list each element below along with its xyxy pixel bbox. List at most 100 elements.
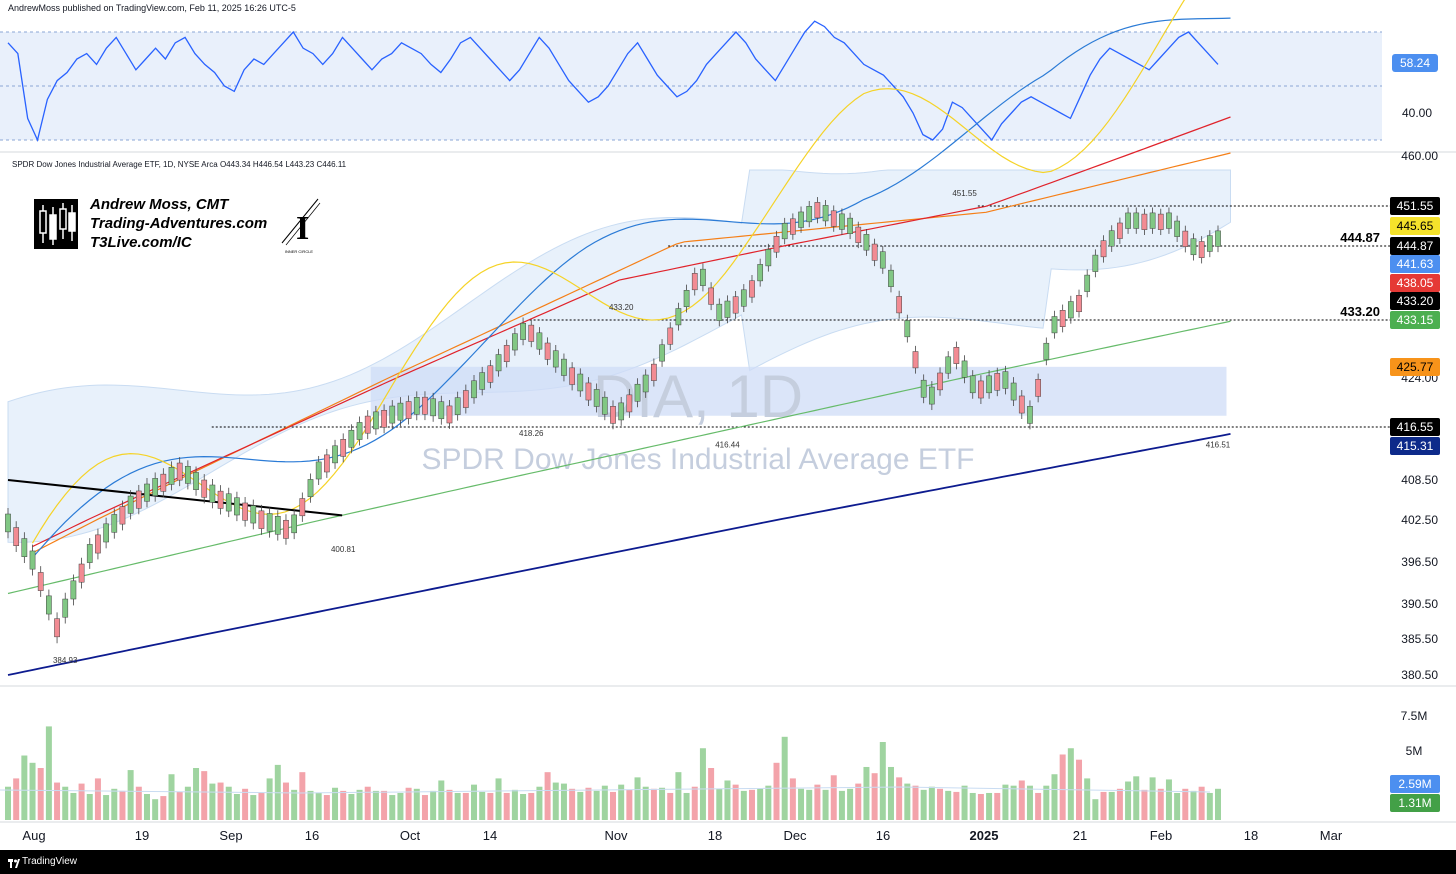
- candle: [364, 410, 371, 440]
- level-label: 444.87: [1340, 230, 1380, 245]
- candle: [618, 396, 625, 426]
- candle: [446, 399, 453, 429]
- candle: [1117, 217, 1123, 244]
- candles: [5, 197, 1221, 644]
- candle: [389, 400, 396, 430]
- volume-bar: [299, 772, 306, 820]
- price-tick-label: 380.50: [1401, 668, 1438, 682]
- candle-body: [389, 405, 396, 424]
- candle: [381, 404, 387, 434]
- time-tick-label: Feb: [1150, 828, 1172, 843]
- candle: [1035, 373, 1041, 403]
- candle-body: [127, 495, 134, 514]
- candle-body: [1125, 212, 1131, 229]
- candle: [822, 200, 829, 227]
- candle: [356, 416, 363, 446]
- candle: [1043, 337, 1050, 366]
- volume-bar: [135, 786, 142, 820]
- candle-body: [830, 210, 837, 227]
- trendline: [7, 479, 343, 517]
- candle: [258, 504, 265, 535]
- candle-body: [601, 396, 608, 415]
- candle-body: [618, 402, 625, 421]
- candle: [561, 353, 567, 382]
- publish-header: AndrewMoss published on TradingView.com,…: [8, 3, 296, 13]
- candle-body: [70, 580, 77, 600]
- candle-body: [258, 510, 265, 529]
- volume-tick-label: 7.5M: [1401, 709, 1428, 723]
- volume-bar: [1174, 792, 1181, 820]
- candle-body: [21, 538, 28, 557]
- candle: [78, 557, 85, 589]
- volume-bar: [193, 768, 200, 820]
- price-pane: SPDR Dow Jones Industrial Average ETF, 1…: [5, 0, 1390, 676]
- candle: [871, 238, 878, 267]
- candle: [839, 208, 845, 235]
- dia-chart[interactable]: 58.24 40.00 SPDR Dow Jones Industrial Ave…: [0, 0, 1456, 850]
- candle-body: [691, 273, 698, 291]
- candle-body: [634, 383, 641, 402]
- candle: [340, 433, 347, 463]
- candle: [593, 383, 600, 413]
- volume-bar: [953, 791, 960, 820]
- volume-bar: [184, 786, 191, 820]
- candle: [1215, 225, 1221, 253]
- volume-bar: [863, 766, 870, 820]
- candle: [716, 298, 723, 327]
- volume-bar: [847, 788, 854, 820]
- candle: [888, 264, 894, 293]
- candle: [740, 284, 747, 312]
- candle-body: [593, 389, 600, 407]
- candle-body: [479, 372, 486, 390]
- candle-body: [193, 472, 199, 490]
- candle: [969, 370, 976, 399]
- candle-body: [929, 386, 935, 405]
- volume-bar: [961, 785, 968, 820]
- candle-body: [1206, 235, 1213, 252]
- candle: [806, 200, 813, 228]
- candle-body: [291, 514, 297, 534]
- time-tick-label: Oct: [400, 828, 421, 843]
- volume-ma-line: [0, 786, 1211, 794]
- volume-bar: [618, 784, 625, 820]
- candle: [642, 369, 649, 398]
- candle-body: [994, 373, 1001, 391]
- price-label-badge: [1390, 274, 1440, 292]
- price-label-badge: [1390, 197, 1440, 215]
- volume-bar: [160, 796, 167, 820]
- candle-body: [675, 308, 682, 326]
- volume-bar: [1125, 781, 1132, 820]
- candle-body: [1092, 254, 1099, 272]
- candle-body: [250, 505, 257, 524]
- volume-bar: [372, 790, 379, 820]
- candle-body: [683, 290, 690, 308]
- candle-body: [1190, 238, 1197, 256]
- candle-body: [904, 320, 911, 338]
- candle-body: [961, 360, 968, 378]
- candle: [46, 589, 52, 621]
- candle-body: [397, 402, 404, 421]
- volume-bar: [569, 788, 576, 820]
- price-label: 438.05: [1397, 276, 1434, 290]
- volume-bar: [127, 770, 134, 820]
- volume-bar: [13, 778, 20, 820]
- point-annotation: 418.26: [519, 429, 544, 438]
- volume-bar: [1059, 754, 1066, 820]
- candle-body: [986, 375, 992, 394]
- rsi-line: [7, 20, 1219, 142]
- candle-body: [405, 401, 412, 419]
- candle-body: [266, 513, 273, 532]
- candle-body: [95, 534, 101, 554]
- candle-body: [1133, 212, 1140, 229]
- volume-bar: [585, 787, 592, 820]
- candle: [111, 508, 118, 539]
- candle: [1059, 304, 1066, 333]
- volume-bar: [716, 788, 723, 820]
- candle-body: [62, 598, 69, 618]
- volume-bar: [315, 792, 322, 820]
- candle: [1141, 208, 1148, 236]
- candle: [659, 339, 665, 367]
- candle: [1076, 289, 1082, 318]
- volume-bar: [503, 792, 510, 820]
- volume-bar: [1002, 784, 1009, 820]
